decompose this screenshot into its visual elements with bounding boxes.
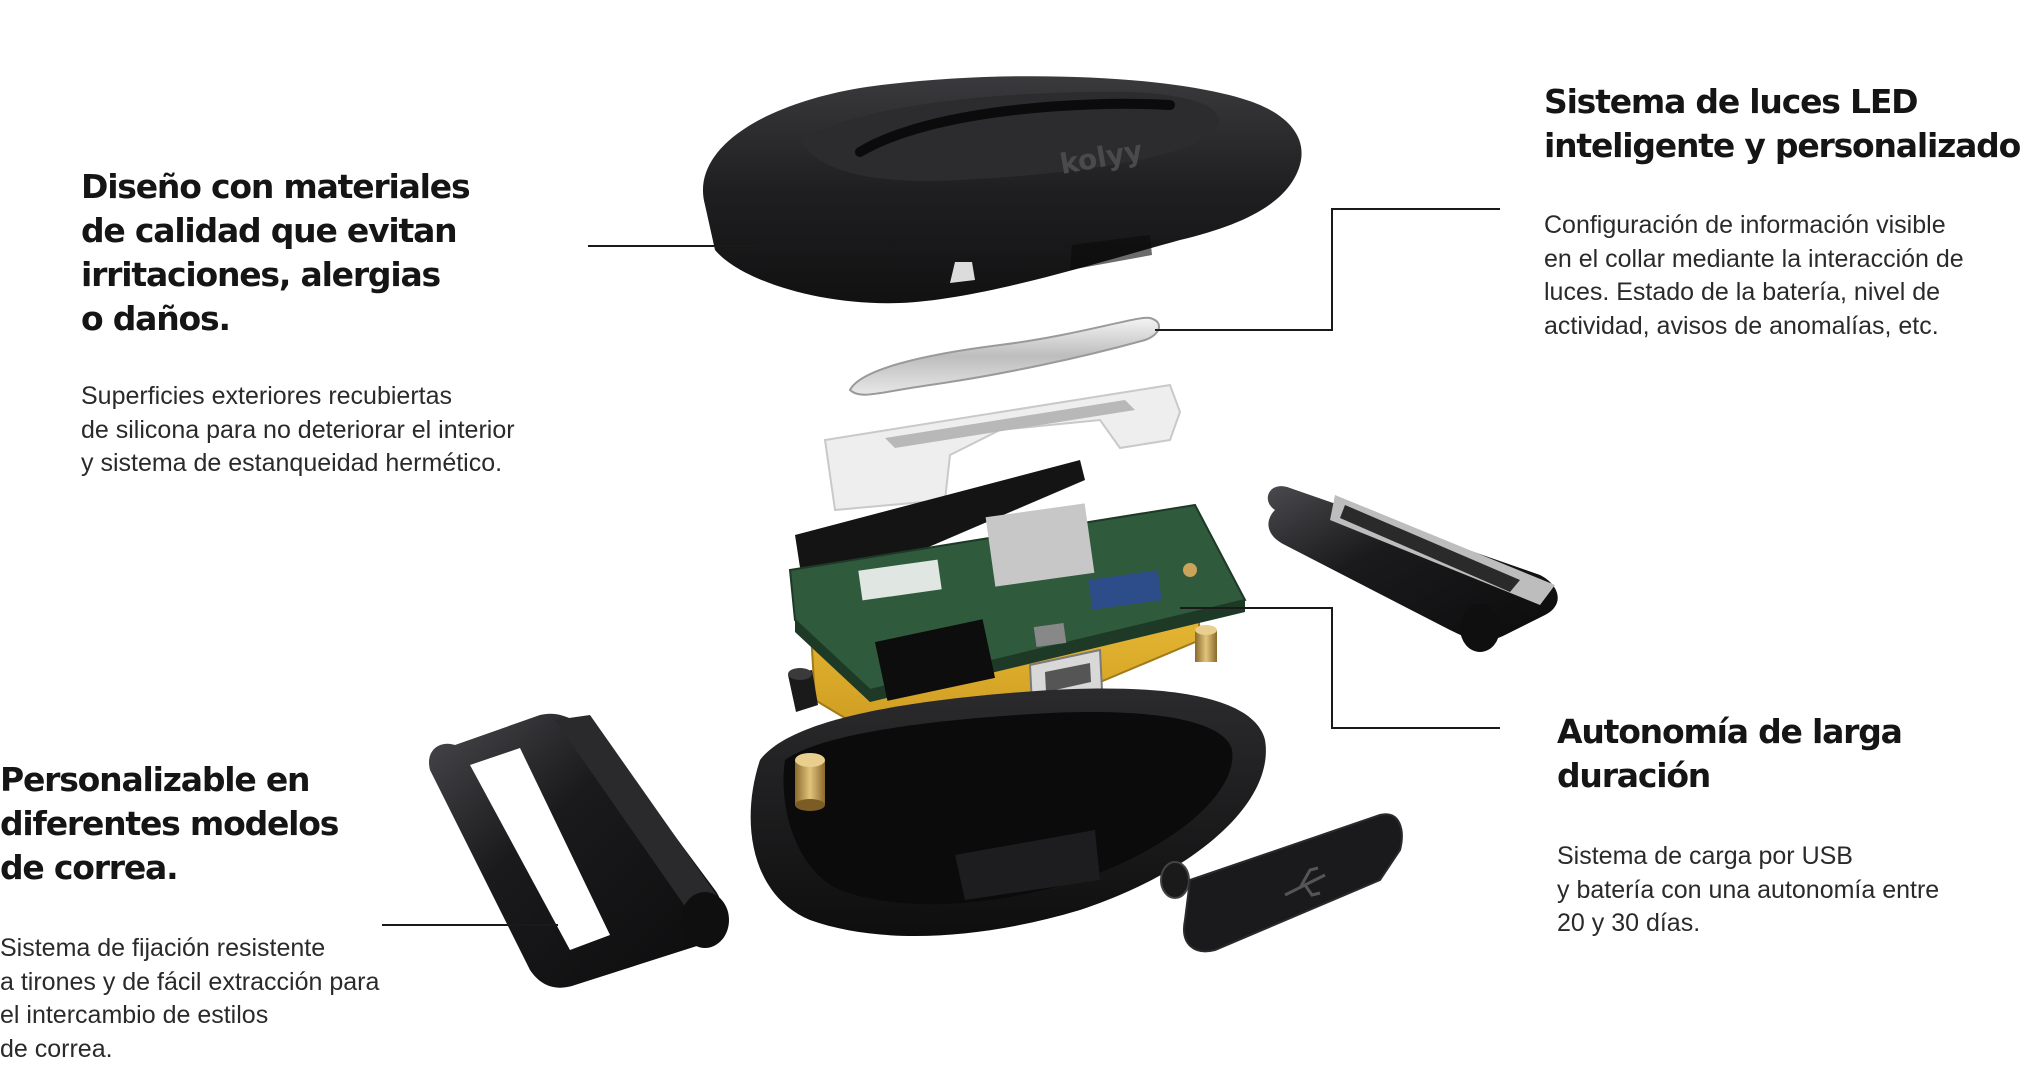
feature-materials-title: Diseño con materiales de calidad que evi… [81, 165, 469, 341]
brass-insert-left [795, 753, 825, 811]
feature-materials-description: Superficies exteriores recubiertas de si… [81, 380, 515, 481]
feature-led-title-line: Sistema de luces LED [1544, 80, 2020, 124]
feature-strap-title-line: Personalizable en [0, 758, 338, 802]
feature-materials-description-line: de silicona para no deteriorar el interi… [81, 414, 515, 448]
feature-battery-description-line: Sistema de carga por USB [1557, 840, 1939, 874]
feature-strap-title-line: diferentes modelos [0, 802, 338, 846]
feature-led-description-line: en el collar mediante la interacción de [1544, 243, 1964, 277]
feature-led-description: Configuración de información visible en … [1544, 209, 1964, 343]
feature-strap-title-line: de correa. [0, 846, 338, 890]
feature-led-description-line: Configuración de información visible [1544, 209, 1964, 243]
rubber-plug [1161, 862, 1189, 898]
feature-materials-description-line: y sistema de estanqueidad hermético. [81, 447, 515, 481]
feature-strap-description-line: a tirones y de fácil extracción para [0, 966, 379, 1000]
brass-insert-right [1195, 625, 1217, 662]
feature-strap-description: Sistema de fijación resistente a tirones… [0, 932, 379, 1066]
feature-materials-title-line: irritaciones, alergias [81, 253, 469, 297]
feature-strap-description-line: Sistema de fijación resistente [0, 932, 379, 966]
feature-battery-title-line: duración [1557, 754, 1902, 798]
feature-battery-description-line: y batería con una autonomía entre [1557, 874, 1939, 908]
feature-battery-title: Autonomía de larga duración [1557, 710, 1902, 798]
feature-battery-title-line: Autonomía de larga [1557, 710, 1902, 754]
top-cover: kolyy [703, 76, 1302, 303]
strap-buckle-right [1268, 486, 1558, 652]
feature-led-description-line: actividad, avisos de anomalías, etc. [1544, 310, 1964, 344]
strap-buckle-left [429, 714, 729, 988]
feature-materials-title-line: Diseño con materiales [81, 165, 469, 209]
led-light-pipe [850, 318, 1159, 395]
feature-materials-title-line: o daños. [81, 297, 469, 341]
feature-materials-description-line: Superficies exteriores recubiertas [81, 380, 515, 414]
feature-led-title: Sistema de luces LED inteligente y perso… [1544, 80, 2020, 168]
feature-strap-description-line: el intercambio de estilos [0, 999, 379, 1033]
feature-strap-description-line: de correa. [0, 1033, 379, 1067]
feature-led-description-line: luces. Estado de la batería, nivel de [1544, 276, 1964, 310]
feature-battery-description: Sistema de carga por USB y batería con u… [1557, 840, 1939, 941]
feature-materials-title-line: de calidad que evitan [81, 209, 469, 253]
feature-strap-title: Personalizable en diferentes modelos de … [0, 758, 338, 890]
feature-battery-description-line: 20 y 30 días. [1557, 907, 1939, 941]
feature-led-title-line: inteligente y personalizado [1544, 124, 2020, 168]
